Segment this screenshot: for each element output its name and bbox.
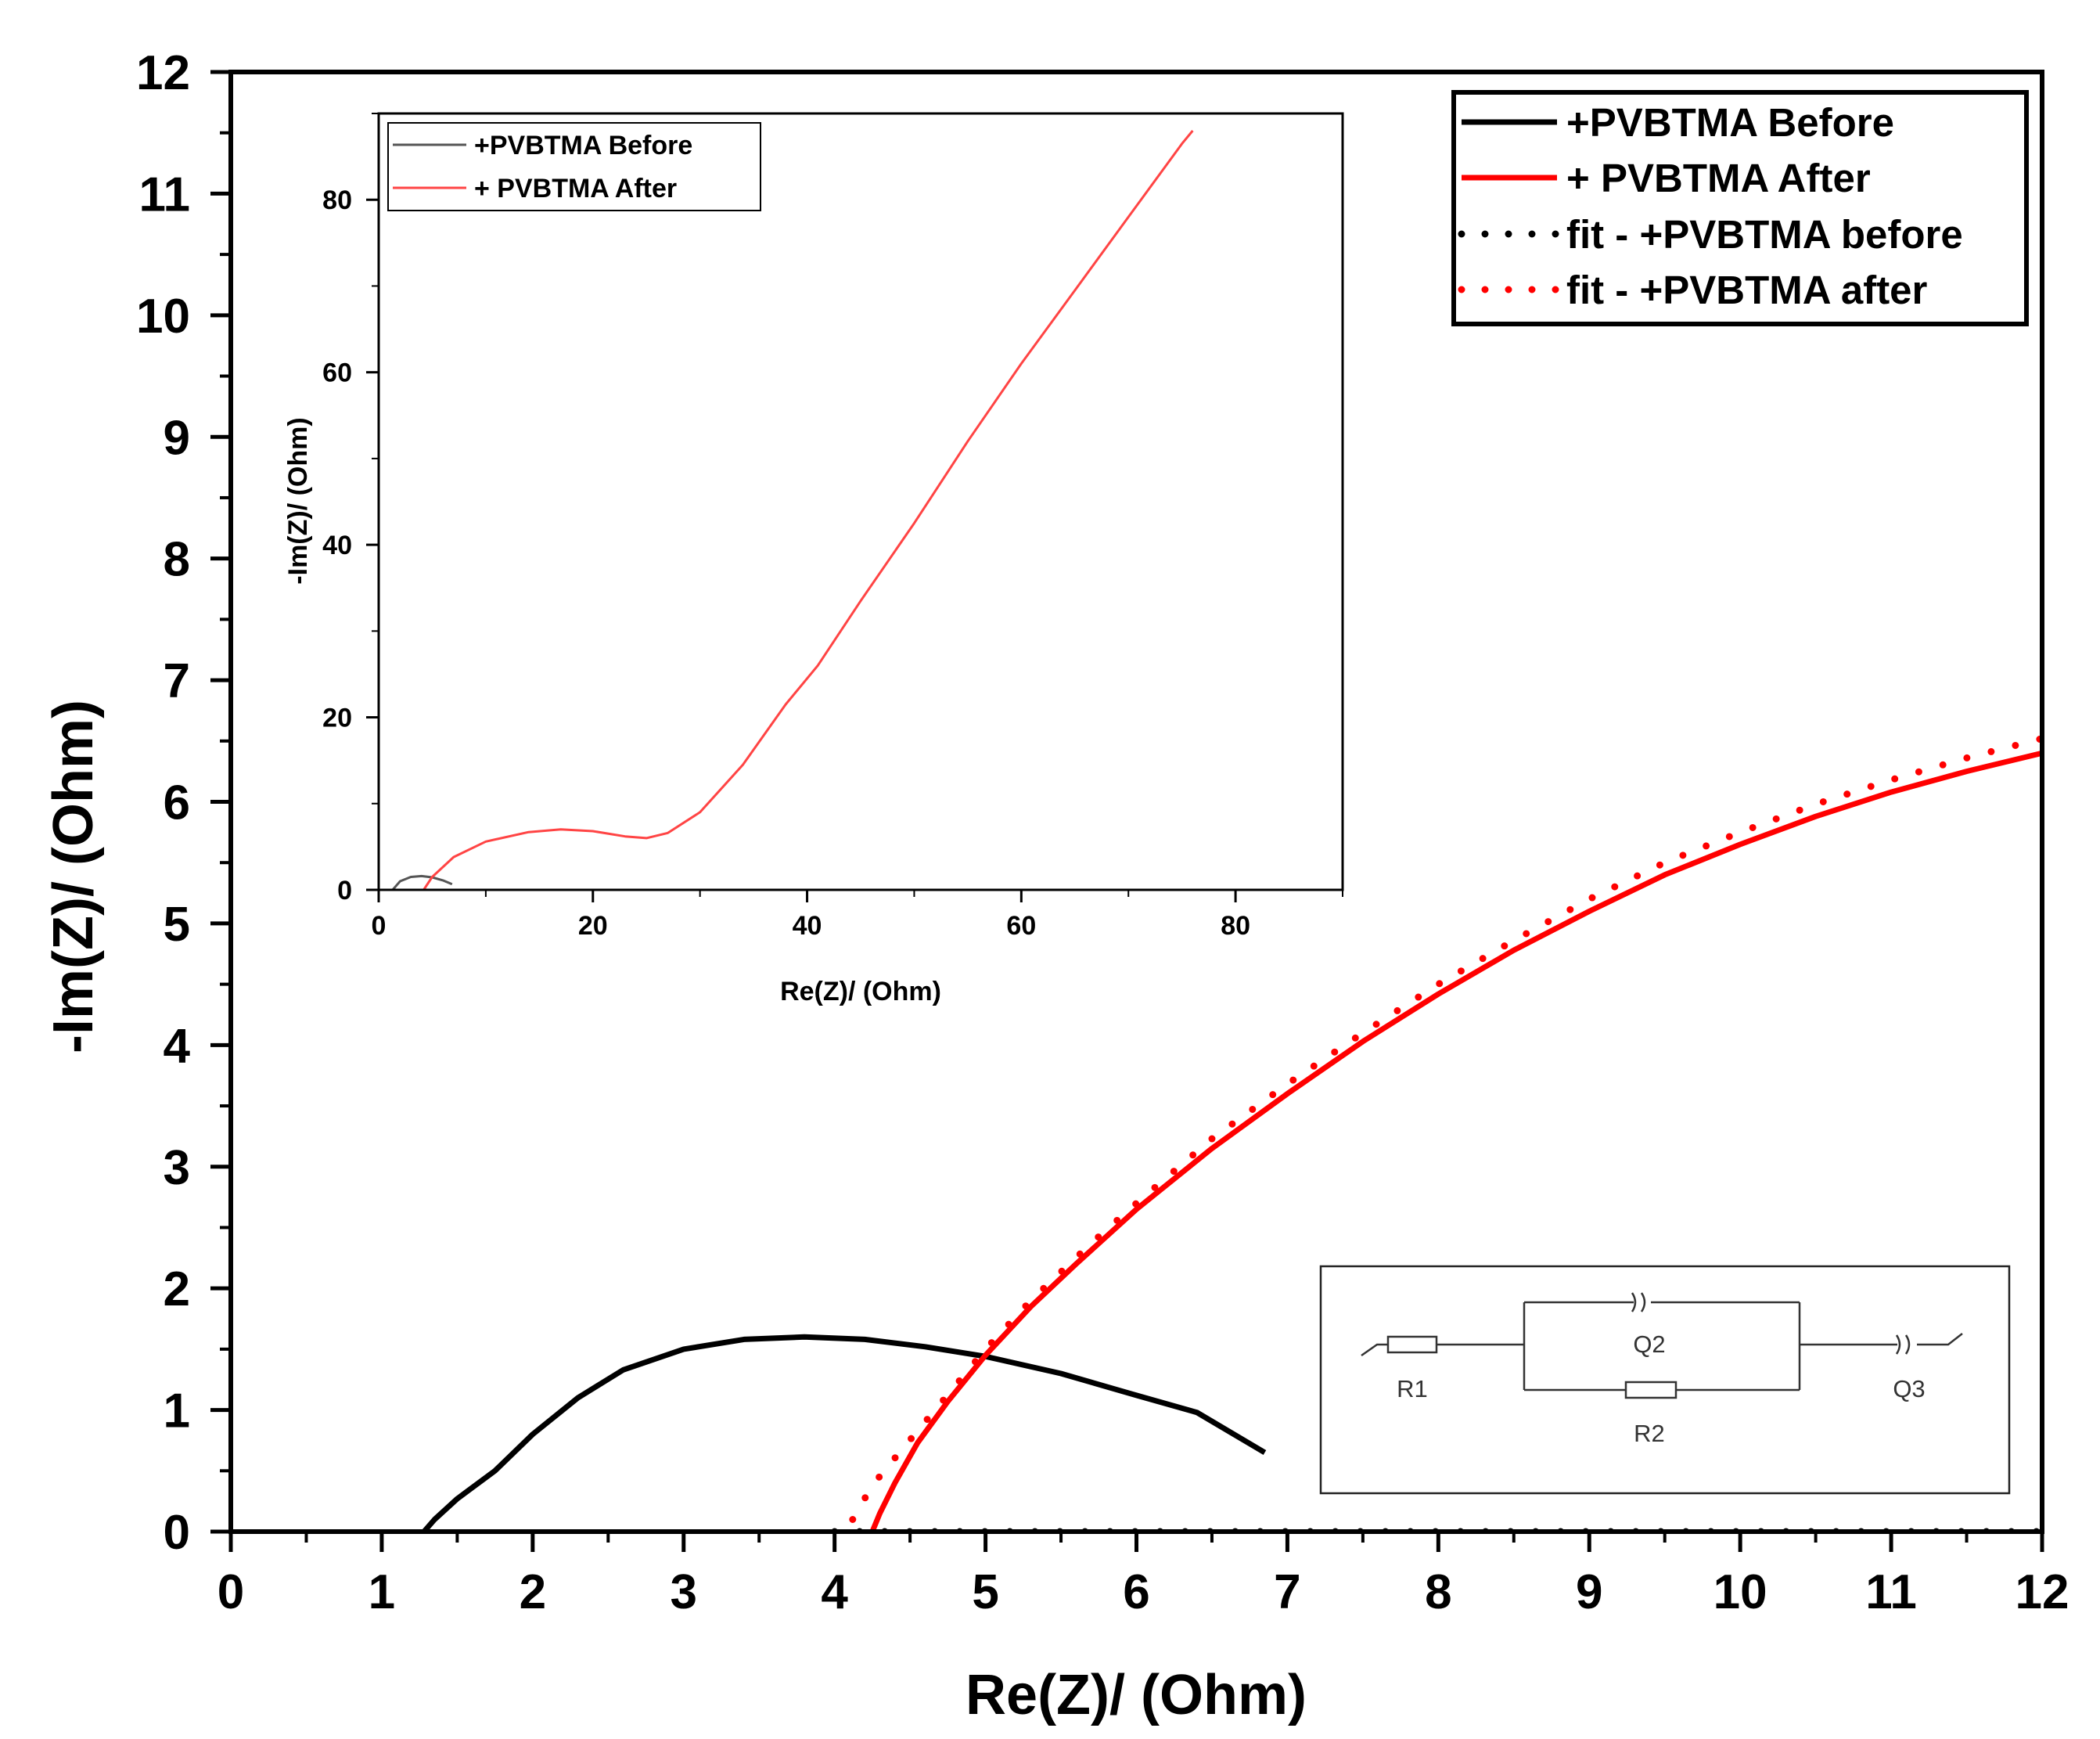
main-legend-box xyxy=(1451,90,2029,326)
legend-label-after: + PVBTMA After xyxy=(1566,156,1871,200)
inset-y-axis-label: -Im(Z)/ (Ohm) xyxy=(283,417,313,584)
main-x-tick-label: 2 xyxy=(520,1565,546,1619)
circuit-q3-wire xyxy=(1800,1333,1963,1346)
main-legend: +PVBTMA Before + PVBTMA After fit - +PVB… xyxy=(1451,90,2029,326)
circuit-label-r2: R2 xyxy=(1634,1420,1665,1447)
inset-x-axis-label: Re(Z)/ (Ohm) xyxy=(780,977,941,1006)
main-x-tick-label: 4 xyxy=(821,1565,848,1619)
main-x-tick-label: 8 xyxy=(1425,1565,1451,1619)
main-x-tick-label: 0 xyxy=(218,1565,244,1619)
main-x-tick-label: 9 xyxy=(1576,1565,1602,1619)
main-x-tick-label: 12 xyxy=(2015,1565,2069,1619)
resistor-r2-symbol xyxy=(1624,1381,1677,1399)
inset-series-before-line xyxy=(391,874,453,890)
main-x-tick-label: 3 xyxy=(671,1565,697,1619)
inset-legend-label-before: +PVBTMA Before xyxy=(474,131,692,160)
equivalent-circuit xyxy=(1319,1265,2011,1495)
main-x-tick-label: 7 xyxy=(1274,1565,1300,1619)
inset-y-tick-label: 80 xyxy=(322,185,352,215)
inset-x-tick-label: 0 xyxy=(372,911,387,941)
main-y-tick-label: 5 xyxy=(164,898,190,952)
circuit-box xyxy=(1319,1265,2011,1495)
legend-label-fit-before: fit - +PVBTMA before xyxy=(1566,212,1963,257)
main-y-tick-label: 8 xyxy=(164,533,190,587)
cpe-q3-symbol xyxy=(1895,1334,1911,1355)
legend-label-before: +PVBTMA Before xyxy=(1566,100,1894,145)
inset-y-tick-label: 60 xyxy=(322,358,352,388)
inset-background xyxy=(379,113,1343,890)
main-y-tick-label: 7 xyxy=(164,654,190,708)
circuit-label-r1: R1 xyxy=(1397,1375,1428,1402)
circuit-input-lead xyxy=(1361,1343,1388,1357)
inset-series-after-line xyxy=(423,130,1194,890)
main-x-tick-label: 1 xyxy=(369,1565,395,1619)
main-y-tick-label: 6 xyxy=(164,776,190,830)
inset-chart: 0 20 40 60 80 0 20 40 60 80 Re(Z)/ (Ohm) -Im(Z)/ … xyxy=(283,112,1344,1006)
inset-y-tick-label: 20 xyxy=(322,704,352,733)
main-y-axis-label: -Im(Z)/ (Ohm) xyxy=(42,700,105,1053)
main-y-tick-label: 0 xyxy=(164,1506,190,1560)
inset-ticks: 0 20 40 60 80 0 20 40 60 80 xyxy=(322,113,1343,941)
inset-x-tick-label: 60 xyxy=(1006,911,1036,941)
inset-legend-label-after: + PVBTMA After xyxy=(474,174,677,203)
resistor-r1-symbol xyxy=(1386,1335,1438,1354)
inset-x-tick-label: 80 xyxy=(1221,911,1250,941)
main-y-tick-label: 4 xyxy=(164,1019,191,1073)
main-x-axis-label: Re(Z)/ (Ohm) xyxy=(965,1664,1307,1726)
main-x-tick-label: 5 xyxy=(972,1565,998,1619)
inset-series-group xyxy=(391,130,1194,890)
main-y-tick-label: 11 xyxy=(138,167,190,221)
main-y-tick-label: 3 xyxy=(164,1141,190,1195)
inset-plot-frame xyxy=(377,112,1344,891)
cpe-q2-symbol xyxy=(1631,1292,1646,1312)
main-x-tick-label: 10 xyxy=(1713,1565,1767,1619)
main-y-tick-label: 10 xyxy=(136,290,190,344)
main-y-tick-label: 1 xyxy=(164,1384,190,1438)
series-after-line xyxy=(869,750,2042,1532)
inset-legend-box xyxy=(387,122,761,211)
main-y-tick-label: 12 xyxy=(136,46,190,100)
inset-x-tick-label: 40 xyxy=(793,911,822,941)
inset-x-tick-label: 20 xyxy=(578,911,608,941)
inset-y-tick-label: 40 xyxy=(322,531,352,560)
main-y-tick-label: 2 xyxy=(164,1262,190,1316)
main-series-group xyxy=(422,735,2042,1532)
main-x-tick-label: 11 xyxy=(1865,1565,1917,1619)
main-x-tick-label: 6 xyxy=(1123,1565,1149,1619)
circuit-label-q2: Q2 xyxy=(1633,1330,1665,1358)
inset-legend: +PVBTMA Before + PVBTMA After xyxy=(387,122,761,211)
circuit-label-q3: Q3 xyxy=(1893,1375,1925,1402)
series-before-line xyxy=(422,1334,1267,1532)
legend-label-fit-after: fit - +PVBTMA after xyxy=(1566,268,1928,312)
inset-y-tick-label: 0 xyxy=(337,876,352,906)
main-y-tick-label: 9 xyxy=(164,411,190,465)
